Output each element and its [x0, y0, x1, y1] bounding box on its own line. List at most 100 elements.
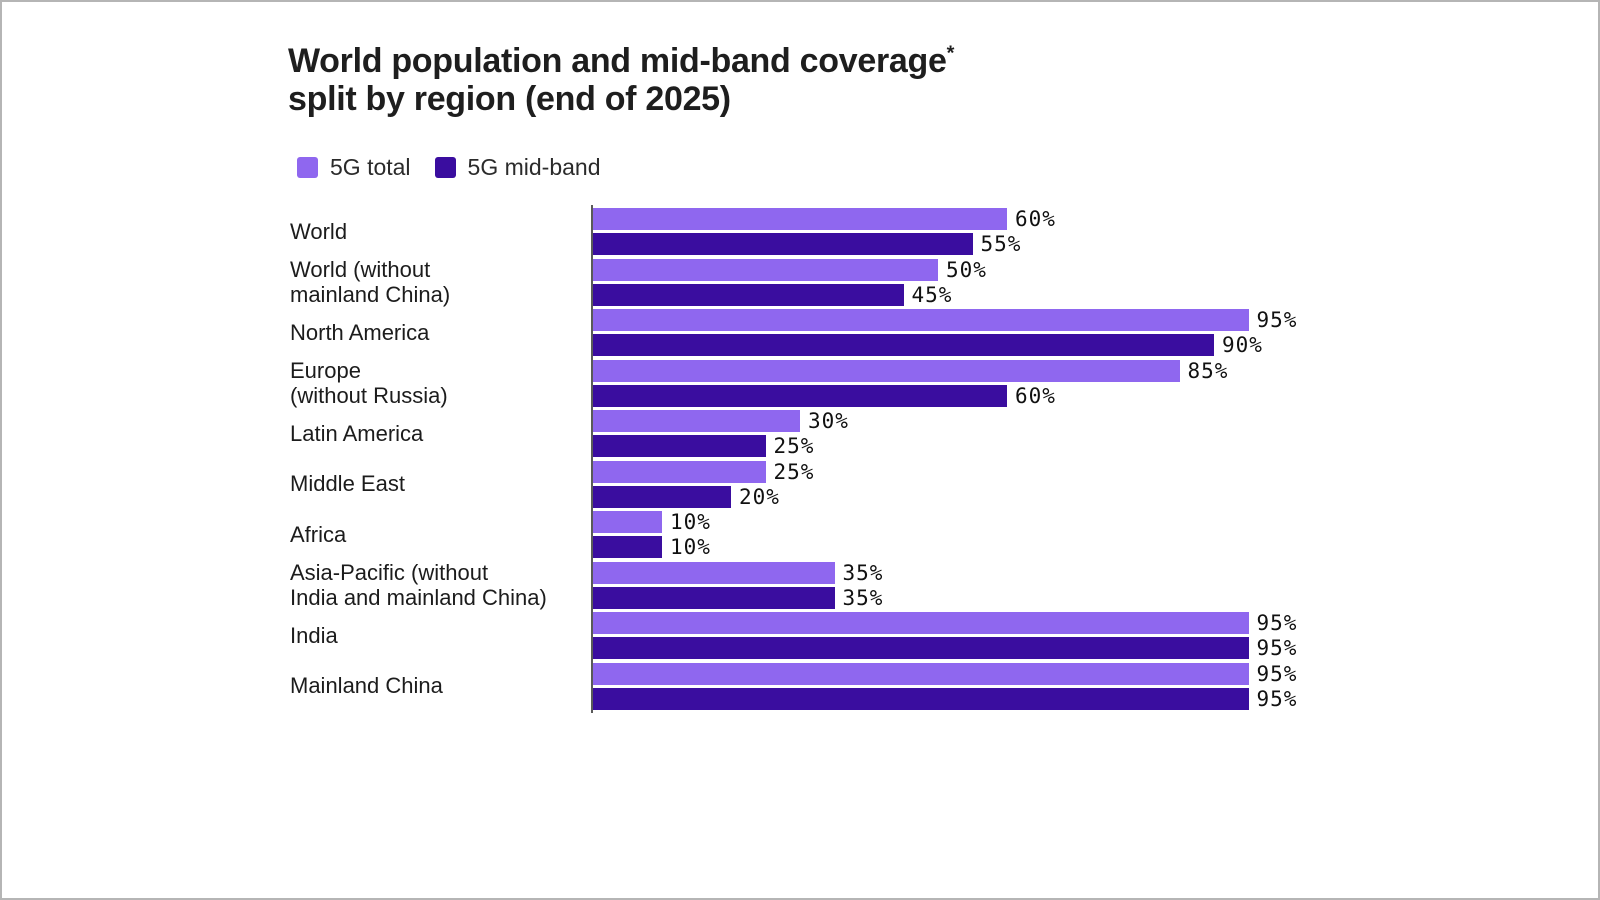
- bar-line: 25%: [593, 434, 1488, 458]
- chart-row: Latin America 30% 25%: [288, 409, 1488, 458]
- chart-row: World (without mainland China) 50% 45%: [288, 256, 1488, 308]
- bar-5g-total: [593, 258, 938, 281]
- bar-line: 55%: [593, 232, 1488, 256]
- bar-line: 90%: [593, 333, 1488, 357]
- legend-item-5g-midband: 5G mid-band: [434, 154, 601, 181]
- legend-label-5g-total: 5G total: [330, 154, 411, 180]
- bar-line: 95%: [593, 661, 1488, 686]
- y-axis-line: [591, 205, 593, 713]
- category-label: Africa: [290, 521, 347, 547]
- chart-title: World population and mid-band coverage* …: [288, 42, 954, 118]
- bar-value-label: 30%: [808, 409, 849, 433]
- bar-5g-total: [593, 309, 1249, 331]
- chart-row: Asia-Pacific (without India and mainland…: [288, 559, 1488, 611]
- bar-line: 60%: [593, 383, 1488, 408]
- chart-row: World 60% 55%: [288, 207, 1488, 256]
- bar-line: 20%: [593, 484, 1488, 509]
- chart-row: Middle East 25% 20%: [288, 459, 1488, 509]
- bar-value-label: 50%: [946, 257, 987, 282]
- chart-title-line2: split by region (end of 2025): [288, 80, 731, 118]
- bar-5g-mid-band: [593, 435, 766, 457]
- bar-line: 95%: [593, 686, 1488, 711]
- bar-value-label: 90%: [1222, 333, 1263, 357]
- bar-line: 35%: [593, 585, 1488, 610]
- bar-value-label: 60%: [1015, 207, 1056, 231]
- bar-value-label: 85%: [1187, 358, 1229, 383]
- bar-5g-mid-band: [593, 586, 835, 609]
- chart-row: Africa 10% 10%: [288, 510, 1488, 559]
- bar-group: 95% 90%: [593, 308, 1488, 357]
- chart-row: North America 95% 90%: [288, 308, 1488, 357]
- bar-5g-total: [593, 460, 766, 483]
- bar-5g-total: [593, 612, 1249, 634]
- bar-group: 85% 60%: [593, 358, 1488, 408]
- bar-group: 30% 25%: [593, 409, 1488, 458]
- bar-line: 50%: [593, 257, 1488, 282]
- category-label: Mainland China: [290, 673, 443, 699]
- footnote-asterisk: *: [946, 42, 955, 65]
- bar-group: 60% 55%: [593, 207, 1488, 256]
- bar-value-label: 95%: [1256, 611, 1298, 635]
- bar-5g-mid-band: [593, 536, 662, 558]
- category-label: India: [290, 622, 338, 648]
- bar-value-label: 10%: [670, 535, 711, 559]
- bar-value-label: 10%: [670, 510, 711, 534]
- bar-line: 25%: [593, 459, 1488, 484]
- chart-row: Europe (without Russia) 85% 60%: [288, 357, 1488, 409]
- legend-item-5g-total: 5G total: [297, 154, 411, 181]
- bar-line: 35%: [593, 561, 1488, 585]
- category-label: World: [290, 218, 348, 244]
- bar-value-label: 25%: [773, 459, 815, 484]
- bar-line: 10%: [593, 510, 1488, 534]
- legend-label-5g-midband: 5G mid-band: [467, 154, 601, 180]
- category-label: Asia-Pacific (without India and mainland…: [290, 559, 547, 611]
- bar-value-label: 95%: [1256, 661, 1298, 686]
- bar-group: 95% 95%: [593, 661, 1488, 711]
- legend-swatch-5g-midband-icon: [434, 157, 456, 178]
- bar-5g-mid-band: [593, 384, 1007, 407]
- bar-line: 30%: [593, 409, 1488, 433]
- bar-group: 35% 35%: [593, 561, 1488, 610]
- bar-value-label: 35%: [842, 585, 884, 610]
- bar-group: 25% 20%: [593, 459, 1488, 509]
- bar-value-label: 60%: [1015, 383, 1056, 408]
- bar-5g-mid-band: [593, 687, 1249, 710]
- bar-5g-mid-band: [593, 283, 904, 306]
- bar-line: 95%: [593, 611, 1488, 635]
- bar-value-label: 20%: [739, 484, 780, 509]
- bar-line: 60%: [593, 207, 1488, 231]
- bar-5g-mid-band: [593, 334, 1214, 356]
- bar-group: 95% 95%: [593, 611, 1488, 660]
- bar-value-label: 95%: [1256, 686, 1298, 711]
- bar-5g-total: [593, 410, 800, 432]
- bar-chart-rows: World 60% 55% World (without mainland China…: [288, 207, 1488, 713]
- bar-line: 45%: [593, 282, 1488, 307]
- category-label: Latin America: [290, 420, 424, 446]
- bar-value-label: 95%: [1256, 308, 1298, 332]
- bar-5g-total: [593, 359, 1180, 382]
- category-label: Middle East: [290, 471, 405, 497]
- bar-group: 10% 10%: [593, 510, 1488, 559]
- bar-5g-mid-band: [593, 485, 731, 508]
- category-label: Europe (without Russia): [290, 357, 448, 409]
- bar-value-label: 45%: [911, 282, 953, 307]
- bar-line: 10%: [593, 535, 1488, 559]
- category-label: North America: [290, 319, 430, 345]
- bar-line: 95%: [593, 308, 1488, 332]
- bar-5g-total: [593, 208, 1007, 230]
- bar-line: 95%: [593, 636, 1488, 660]
- bar-value-label: 25%: [773, 434, 815, 458]
- bar-5g-total: [593, 561, 835, 584]
- chart-row: Mainland China 95% 95%: [288, 661, 1488, 711]
- bar-line: 85%: [593, 358, 1488, 383]
- bar-group: 50% 45%: [593, 257, 1488, 307]
- chart-row: India 95% 95%: [288, 611, 1488, 660]
- bar-5g-total: [593, 662, 1249, 685]
- bar-value-label: 55%: [980, 232, 1022, 256]
- bar-5g-mid-band: [593, 637, 1249, 659]
- legend-swatch-5g-total-icon: [297, 157, 318, 178]
- chart-legend: 5G total 5G mid-band: [297, 154, 601, 181]
- chart-title-line1: World population and mid-band coverage*: [288, 42, 955, 80]
- category-label: World (without mainland China): [290, 256, 451, 308]
